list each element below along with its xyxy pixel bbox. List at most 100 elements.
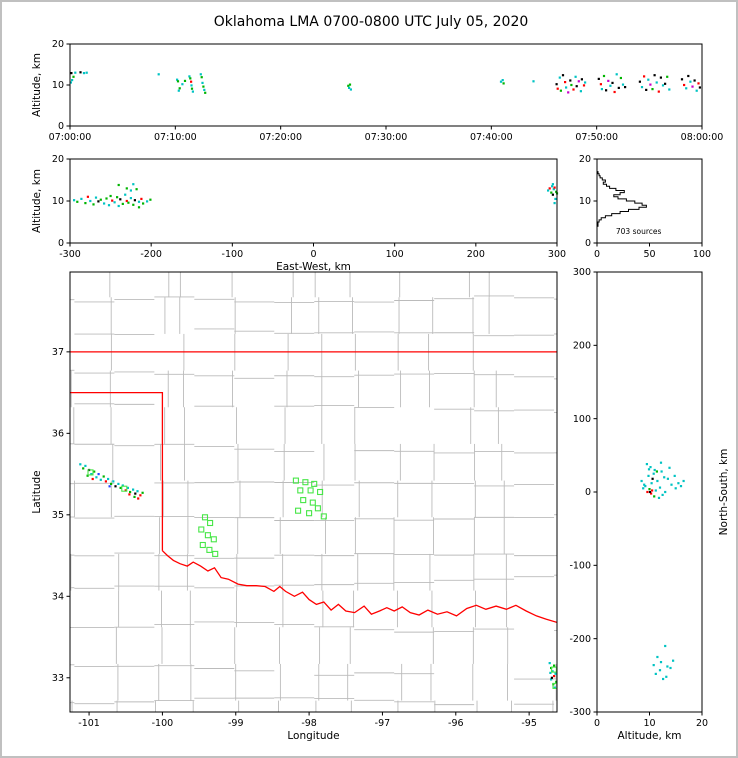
source-point [550, 676, 553, 679]
source-point [202, 85, 205, 88]
source-point [559, 89, 562, 92]
source-point [137, 497, 140, 500]
source-point [190, 80, 193, 83]
panel-ew_height: -300 -200 -100 0 100 200 300 0 10 20 East-West, km… [31, 154, 566, 273]
source-point [80, 197, 83, 200]
y-tick-label: -100 [569, 561, 591, 572]
source-point [107, 204, 111, 207]
source-point [648, 490, 652, 494]
source-point [121, 484, 124, 487]
source-point [71, 79, 74, 82]
y-tick-label: 100 [573, 414, 591, 425]
y-axis-label: Altitude, km [31, 53, 43, 117]
panel-ns_height: 0 10 20 -300 -200 -100 0 100 200 300 Altitude, km N… [569, 267, 730, 742]
source-point [669, 666, 672, 670]
source-point [551, 185, 554, 188]
cg-flash-square [314, 505, 321, 512]
source-point [657, 90, 660, 93]
source-point [108, 485, 111, 488]
source-point [349, 88, 352, 91]
source-point [104, 480, 107, 483]
x-tick-label: 07:10:00 [154, 132, 197, 143]
source-point [551, 183, 554, 186]
x-tick-label: 07:30:00 [365, 132, 408, 143]
cg-flash-square [212, 550, 219, 557]
source-point [105, 197, 108, 200]
x-tick-label: 0 [310, 249, 316, 260]
source-point [97, 200, 100, 203]
source-point [668, 88, 671, 91]
source-point [141, 491, 144, 494]
source-point [549, 671, 552, 674]
source-point [201, 81, 204, 84]
source-point [199, 73, 202, 76]
source-point [149, 198, 152, 201]
source-point [650, 492, 653, 495]
source-point [664, 82, 667, 85]
source-point [125, 199, 128, 203]
source-point [129, 189, 132, 192]
source-point [125, 187, 128, 190]
y-tick-label: 20 [52, 39, 64, 50]
source-point [119, 486, 122, 489]
source-point [132, 183, 135, 186]
figure-title: Oklahoma LMA 0700-0800 UTC July 05, 2020 [213, 14, 529, 30]
source-point [554, 197, 557, 200]
x-tick-label: 0 [594, 718, 600, 729]
x-tick-label: -99 [228, 718, 244, 729]
source-point [107, 477, 110, 481]
state-border [70, 391, 164, 551]
source-point [659, 76, 662, 79]
source-point [84, 202, 87, 205]
source-point [654, 672, 657, 675]
y-tick-label: 35 [52, 510, 64, 521]
source-point [611, 81, 614, 84]
source-point [97, 473, 100, 476]
source-point [553, 186, 556, 189]
source-point [190, 87, 194, 90]
ew_height-frame [69, 158, 558, 244]
cg-flash-square [201, 514, 209, 521]
source-point [348, 83, 352, 86]
x-tick-label: -101 [78, 718, 100, 729]
y-tick-label: -300 [569, 707, 591, 718]
source-point [128, 493, 131, 496]
source-point [86, 474, 89, 477]
x-axis-label: Longitude [287, 730, 339, 742]
cg-flash-square [292, 477, 299, 484]
source-point [656, 479, 659, 483]
source-point [555, 680, 557, 683]
source-point [190, 84, 193, 87]
source-point [552, 188, 555, 191]
x-tick-label: 07:50:00 [575, 132, 618, 143]
source-point [668, 466, 671, 469]
x-axis-label: Altitude, km [617, 730, 681, 742]
source-point [647, 78, 650, 81]
source-point [553, 202, 556, 205]
x-tick-label: -98 [301, 718, 317, 729]
y-tick-label: 36 [52, 429, 64, 440]
source-point [82, 72, 86, 75]
panel-map: -101 -100 -99 -98 -97 -96 -95 33 34 35 36 37 Longitu… [31, 271, 558, 742]
source-point [93, 470, 96, 473]
source-point [109, 194, 112, 198]
source-point [691, 85, 694, 88]
source-point [110, 482, 113, 485]
source-point [659, 661, 663, 664]
x-tick-label: 200 [467, 249, 485, 260]
x-tick-label: -97 [375, 718, 391, 729]
x-tick-label: 100 [386, 249, 404, 260]
y-tick-label: 10 [52, 196, 64, 207]
source-point [113, 201, 116, 204]
source-point [640, 86, 644, 89]
source-point [129, 490, 132, 494]
source-point [111, 199, 114, 202]
source-point [188, 75, 191, 78]
source-point [682, 479, 685, 483]
source-point [613, 90, 616, 94]
x-tick-label: -100 [222, 249, 244, 260]
source-point [651, 489, 654, 492]
altitude-histogram-line [596, 169, 647, 227]
source-point [178, 87, 181, 90]
source-point [599, 83, 602, 86]
